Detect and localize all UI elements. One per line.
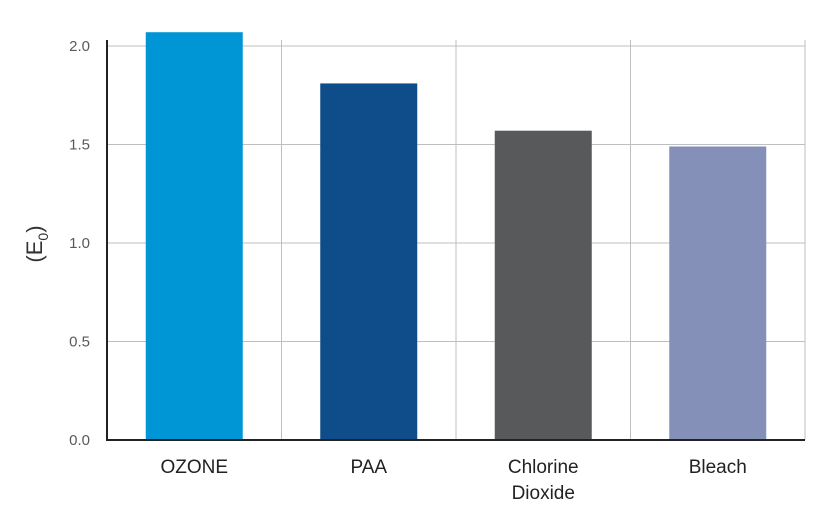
x-category-label: Chlorine Dioxide [508,457,579,504]
x-category-label: PAA [350,457,387,478]
x-category-label: Bleach [689,457,747,478]
y-tick-label: 1.0 [69,235,90,252]
y-tick-label: 0.5 [69,334,90,351]
y-tick-label: 2.0 [69,38,90,55]
bar-paa [320,83,418,441]
y-axis-label-main: (E [22,241,47,263]
bar-ozone [145,32,243,441]
bars [145,32,767,441]
y-axis-label-close: ) [22,225,47,232]
y-tick-label: 1.5 [69,137,90,154]
y-axis-label-subscript: 0 [35,233,51,241]
y-axis-label: (E0) [22,225,51,262]
bar-bleach [669,146,767,440]
y-tick-label: 0.0 [69,432,90,449]
x-category-label: OZONE [160,457,228,478]
x-axis-labels: OZONE PAA Chlorine Dioxide Bleach [160,457,746,504]
bar-chlorine-dioxide [494,130,592,440]
y-axis-ticks: 0.0 0.5 1.0 1.5 2.0 [69,38,90,449]
